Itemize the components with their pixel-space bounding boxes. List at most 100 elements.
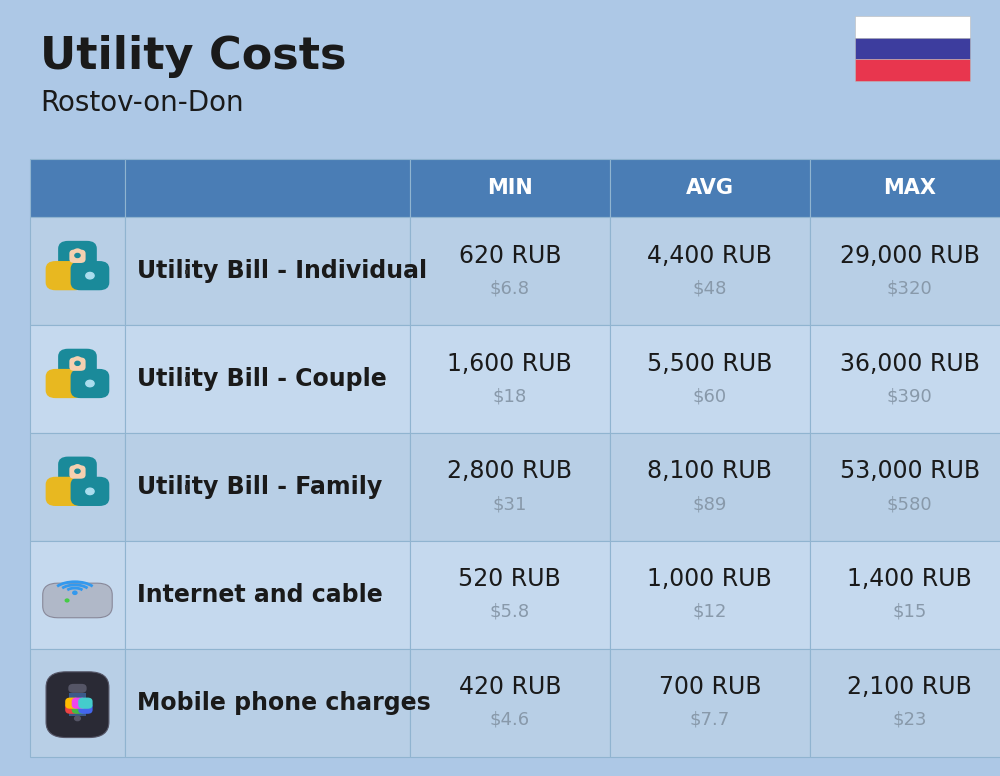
- Circle shape: [74, 357, 81, 362]
- Text: $6.8: $6.8: [490, 279, 530, 297]
- FancyBboxPatch shape: [185, 269, 188, 275]
- Text: 4,400 RUB: 4,400 RUB: [647, 244, 772, 268]
- FancyBboxPatch shape: [610, 433, 810, 541]
- Circle shape: [73, 591, 77, 594]
- Circle shape: [72, 467, 83, 475]
- Circle shape: [72, 251, 83, 259]
- Text: 5,500 RUB: 5,500 RUB: [647, 352, 772, 376]
- FancyBboxPatch shape: [86, 594, 88, 606]
- FancyBboxPatch shape: [125, 217, 410, 325]
- Text: 36,000 RUB: 36,000 RUB: [840, 352, 980, 376]
- FancyBboxPatch shape: [810, 433, 1000, 541]
- FancyBboxPatch shape: [125, 649, 410, 757]
- FancyBboxPatch shape: [410, 649, 610, 757]
- Text: Mobile phone charges: Mobile phone charges: [137, 691, 431, 715]
- Text: $580: $580: [887, 495, 933, 513]
- FancyBboxPatch shape: [810, 217, 1000, 325]
- Circle shape: [86, 488, 94, 494]
- FancyBboxPatch shape: [125, 159, 410, 217]
- FancyBboxPatch shape: [185, 377, 188, 383]
- Text: $89: $89: [693, 495, 727, 513]
- Text: AVG: AVG: [686, 178, 734, 198]
- Text: $320: $320: [887, 279, 933, 297]
- Text: 2,800 RUB: 2,800 RUB: [447, 459, 572, 483]
- FancyBboxPatch shape: [65, 702, 80, 714]
- Text: $5.8: $5.8: [490, 603, 530, 621]
- FancyBboxPatch shape: [610, 325, 810, 433]
- FancyBboxPatch shape: [30, 217, 125, 325]
- Circle shape: [72, 359, 83, 367]
- FancyBboxPatch shape: [71, 476, 109, 506]
- Text: 2,100 RUB: 2,100 RUB: [847, 675, 972, 699]
- Text: 420 RUB: 420 RUB: [459, 675, 561, 699]
- Text: 53,000 RUB: 53,000 RUB: [840, 459, 980, 483]
- Text: $390: $390: [887, 387, 933, 405]
- FancyBboxPatch shape: [71, 369, 109, 398]
- FancyBboxPatch shape: [410, 159, 610, 217]
- FancyBboxPatch shape: [125, 433, 410, 541]
- FancyBboxPatch shape: [46, 672, 109, 737]
- FancyBboxPatch shape: [46, 261, 84, 290]
- FancyBboxPatch shape: [610, 541, 810, 649]
- Text: 1,000 RUB: 1,000 RUB: [647, 567, 772, 591]
- FancyBboxPatch shape: [69, 466, 86, 479]
- Circle shape: [74, 465, 81, 470]
- FancyBboxPatch shape: [410, 433, 610, 541]
- Circle shape: [65, 599, 69, 602]
- Text: $31: $31: [493, 495, 527, 513]
- FancyBboxPatch shape: [78, 698, 93, 708]
- FancyBboxPatch shape: [58, 241, 97, 270]
- Text: MIN: MIN: [487, 178, 533, 198]
- Text: Utility Costs: Utility Costs: [40, 35, 346, 78]
- FancyBboxPatch shape: [855, 37, 970, 60]
- Text: $4.6: $4.6: [490, 711, 530, 729]
- Text: 1,400 RUB: 1,400 RUB: [847, 567, 972, 591]
- FancyBboxPatch shape: [610, 159, 810, 217]
- Text: $12: $12: [693, 603, 727, 621]
- FancyBboxPatch shape: [72, 698, 86, 708]
- FancyBboxPatch shape: [30, 325, 125, 433]
- FancyBboxPatch shape: [30, 159, 125, 217]
- FancyBboxPatch shape: [46, 369, 84, 398]
- Text: $15: $15: [893, 603, 927, 621]
- Circle shape: [75, 716, 80, 721]
- FancyBboxPatch shape: [30, 541, 125, 649]
- Text: 700 RUB: 700 RUB: [659, 675, 761, 699]
- Text: $7.7: $7.7: [690, 711, 730, 729]
- FancyBboxPatch shape: [30, 649, 125, 757]
- FancyBboxPatch shape: [58, 348, 97, 378]
- Circle shape: [75, 469, 80, 473]
- FancyBboxPatch shape: [72, 702, 86, 714]
- Text: $48: $48: [693, 279, 727, 297]
- FancyBboxPatch shape: [185, 485, 188, 490]
- FancyBboxPatch shape: [810, 325, 1000, 433]
- Circle shape: [74, 249, 81, 255]
- Text: 8,100 RUB: 8,100 RUB: [647, 459, 772, 483]
- FancyBboxPatch shape: [810, 159, 1000, 217]
- FancyBboxPatch shape: [69, 250, 86, 263]
- Text: Utility Bill - Family: Utility Bill - Family: [137, 475, 382, 499]
- Text: 620 RUB: 620 RUB: [459, 244, 561, 268]
- Text: 29,000 RUB: 29,000 RUB: [840, 244, 980, 268]
- FancyBboxPatch shape: [125, 325, 410, 433]
- FancyBboxPatch shape: [68, 684, 87, 693]
- FancyBboxPatch shape: [810, 541, 1000, 649]
- FancyBboxPatch shape: [71, 261, 109, 290]
- FancyBboxPatch shape: [30, 433, 125, 541]
- Circle shape: [75, 362, 80, 365]
- FancyBboxPatch shape: [410, 541, 610, 649]
- Circle shape: [75, 254, 80, 258]
- FancyBboxPatch shape: [43, 584, 112, 618]
- FancyBboxPatch shape: [46, 476, 84, 506]
- FancyBboxPatch shape: [855, 60, 970, 81]
- FancyBboxPatch shape: [125, 541, 410, 649]
- Text: Internet and cable: Internet and cable: [137, 583, 383, 607]
- FancyBboxPatch shape: [410, 217, 610, 325]
- Text: $23: $23: [892, 711, 927, 729]
- Circle shape: [86, 272, 94, 279]
- FancyBboxPatch shape: [78, 702, 93, 714]
- FancyBboxPatch shape: [855, 16, 970, 37]
- FancyBboxPatch shape: [69, 693, 86, 715]
- FancyBboxPatch shape: [610, 217, 810, 325]
- Circle shape: [86, 380, 94, 386]
